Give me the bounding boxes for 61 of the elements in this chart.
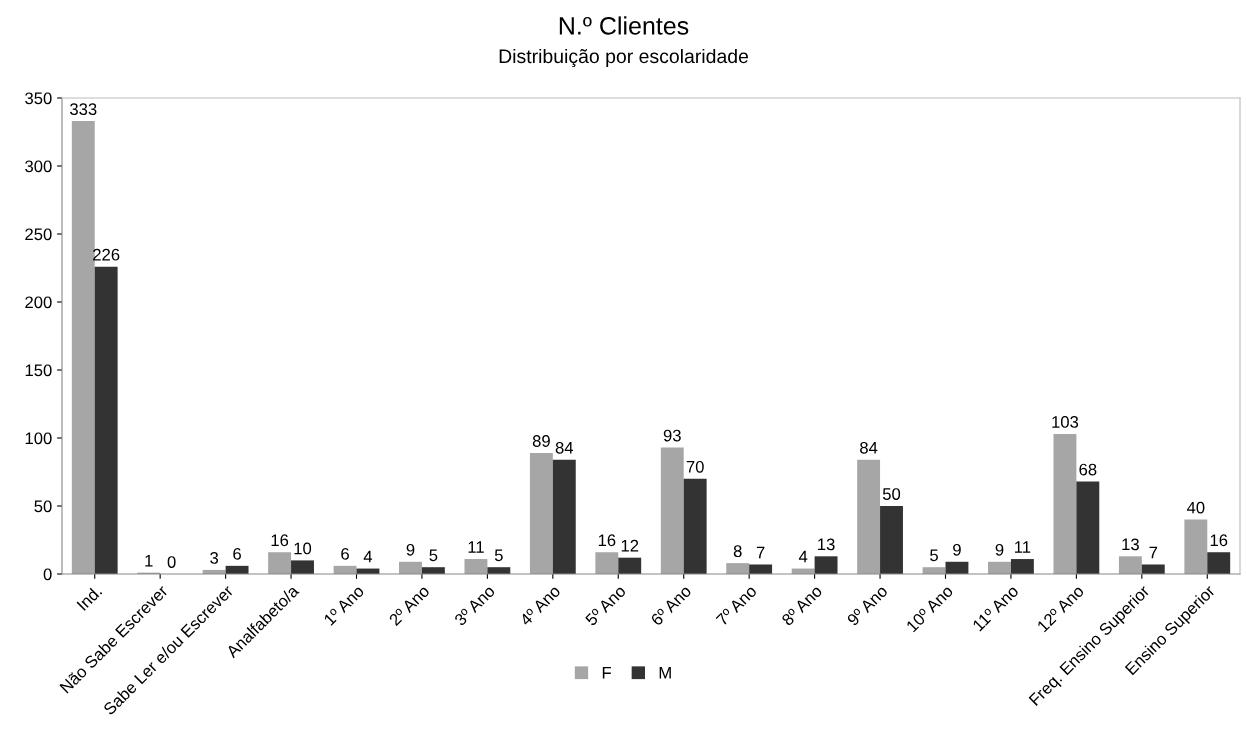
x-tick-label: 5º Ano [584,584,627,627]
data-label: 7 [1149,546,1158,559]
x-tick-label: 1º Ano [323,584,365,626]
data-label: 5 [930,549,938,562]
y-tick-label: 150 [25,364,52,377]
data-label: 12 [621,539,639,552]
data-label: 226 [93,248,120,261]
y-tick-label: 0 [43,568,52,581]
data-label: 89 [532,435,550,447]
data-label: 103 [1052,416,1079,428]
data-label: 70 [686,460,704,473]
data-label: 6 [233,547,241,560]
chart-subtitle: Distribuição por escolaridade [499,48,749,68]
data-label: 13 [1122,538,1139,551]
data-label: 4 [798,550,808,563]
data-label: 50 [882,488,901,500]
data-label: 9 [406,543,415,556]
data-label: 8 [733,545,742,558]
data-label: 333 [70,103,97,116]
legend-label: F [602,667,611,679]
data-label: 68 [1079,463,1097,476]
data-label: 9 [995,543,1004,556]
x-tick-label: 8º Ano [780,584,823,627]
data-label: 9 [953,543,961,556]
legend-label: M [659,667,671,679]
data-label: 11 [468,541,484,553]
x-tick-label: 12º Ano [1036,584,1085,633]
data-label: 6 [341,547,349,560]
data-label: 84 [860,441,878,454]
x-tick-label: 11º Ano [972,584,1020,632]
y-tick-label: 50 [34,500,52,513]
data-label: 10 [294,542,312,555]
data-label: 11 [1015,541,1031,553]
data-label: 5 [494,549,503,562]
x-tick-label: Ind. [76,584,103,611]
data-label: 13 [818,538,835,551]
x-tick-label: 2º Ano [388,584,431,627]
y-tick-label: 100 [25,432,52,445]
data-label: 5 [429,549,438,562]
y-tick-label: 200 [25,296,52,309]
data-label: 4 [363,550,373,563]
y-tick-label: 350 [25,92,52,105]
chart-title: N.º Clientes [559,16,689,35]
data-label: 16 [598,534,616,547]
data-label: 16 [1210,534,1228,547]
x-tick-label: 7º Ano [715,584,758,627]
data-label: 84 [555,441,574,454]
x-tick-label: 10º Ano [905,584,954,633]
data-label: 16 [271,534,289,547]
data-label: 7 [756,546,765,559]
x-tick-label: 6º Ano [650,584,692,627]
data-label: 0 [167,556,176,568]
data-label: 3 [210,552,219,564]
data-label: 1 [145,554,153,567]
y-tick-label: 300 [25,160,52,173]
x-tick-label: 9º Ano [846,584,889,627]
data-label: 40 [1186,501,1205,514]
data-label: 93 [663,429,681,442]
y-tick-label: 250 [25,228,52,241]
x-tick-label: 4º Ano [518,584,561,627]
x-tick-label: 3º Ano [453,584,496,627]
